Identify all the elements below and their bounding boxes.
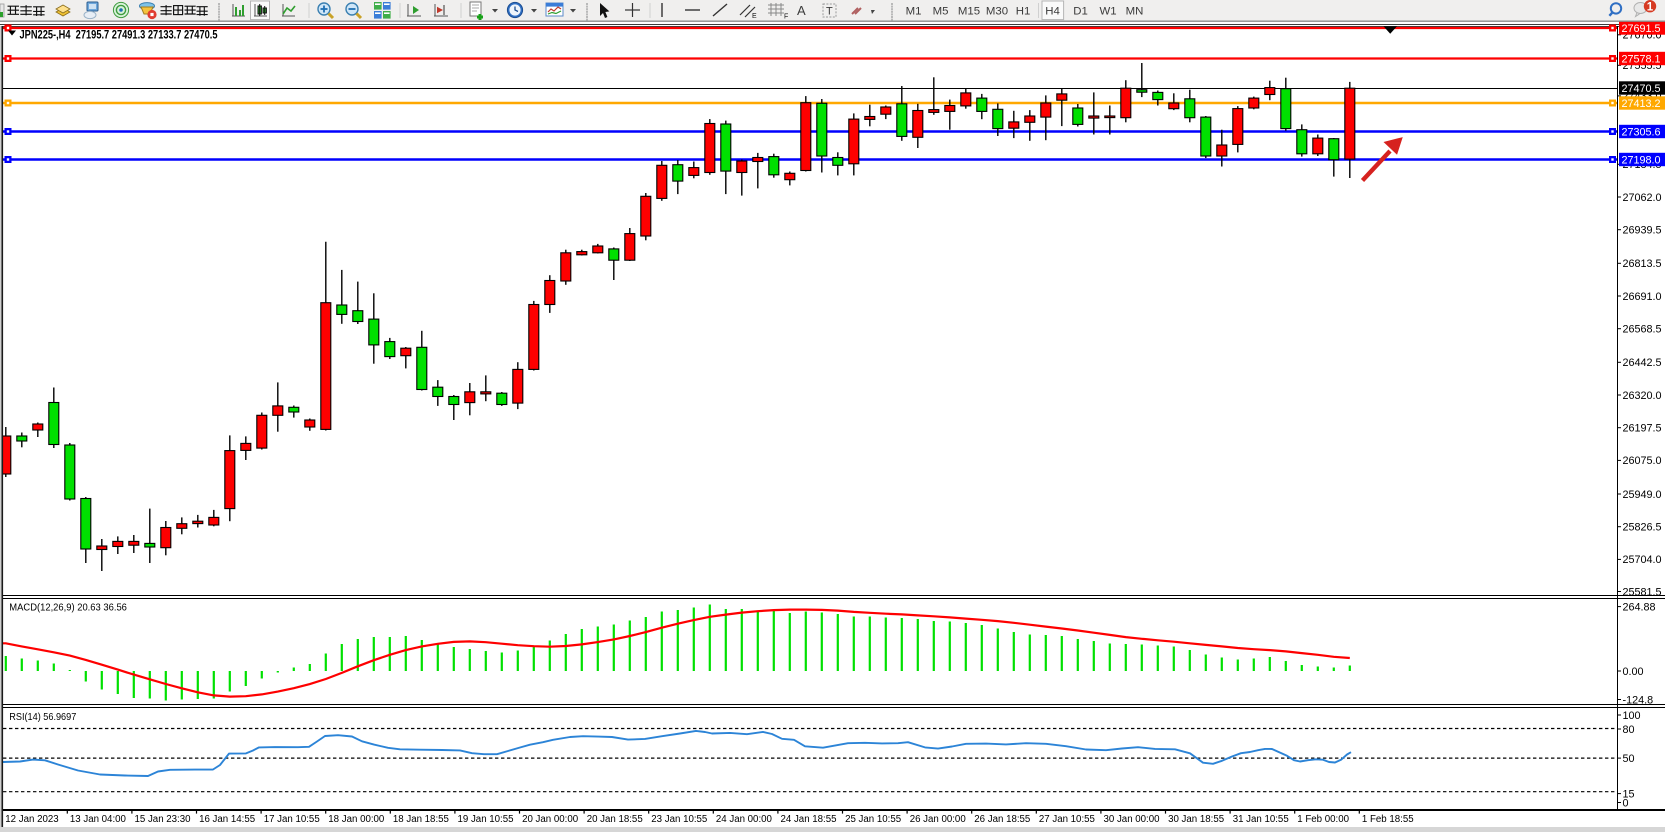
svg-text:24 Jan 00:00: 24 Jan 00:00	[716, 814, 773, 825]
svg-text:27198.0: 27198.0	[1622, 154, 1661, 166]
svg-text:31 Jan 10:55: 31 Jan 10:55	[1233, 814, 1289, 825]
svg-text:0.00: 0.00	[1623, 666, 1644, 678]
svg-text:MACD(12,26,9) 20.63 36.56: MACD(12,26,9) 20.63 36.56	[9, 602, 127, 614]
svg-text:27413.2: 27413.2	[1622, 98, 1661, 110]
svg-text:27578.1: 27578.1	[1622, 53, 1661, 65]
svg-text:18 Jan 18:55: 18 Jan 18:55	[393, 814, 449, 825]
svg-text:26691.0: 26691.0	[1623, 291, 1662, 303]
svg-text:264.88: 264.88	[1623, 601, 1656, 613]
svg-text:E: E	[752, 13, 757, 20]
svg-text:1 Feb 18:55: 1 Feb 18:55	[1362, 814, 1414, 825]
svg-text:20 Jan 00:00: 20 Jan 00:00	[522, 814, 579, 825]
svg-text:100: 100	[1623, 710, 1641, 722]
svg-text:24 Jan 18:55: 24 Jan 18:55	[781, 814, 837, 825]
svg-text:27305.6: 27305.6	[1622, 126, 1661, 138]
svg-text:15: 15	[1623, 788, 1635, 800]
svg-text:W1: W1	[1099, 6, 1116, 18]
svg-text:26939.5: 26939.5	[1623, 225, 1662, 237]
svg-text:26075.0: 26075.0	[1623, 455, 1662, 467]
svg-text:26320.0: 26320.0	[1623, 390, 1662, 402]
svg-text:17 Jan 10:55: 17 Jan 10:55	[264, 814, 320, 825]
svg-text:M15: M15	[958, 6, 980, 18]
svg-text:D1: D1	[1073, 6, 1088, 18]
svg-text:30 Jan 18:55: 30 Jan 18:55	[1168, 814, 1224, 825]
svg-text:16 Jan 14:55: 16 Jan 14:55	[199, 814, 255, 825]
svg-text:H4: H4	[1045, 6, 1060, 18]
svg-text:20 Jan 18:55: 20 Jan 18:55	[587, 814, 643, 825]
svg-text:12 Jan 2023: 12 Jan 2023	[5, 814, 58, 825]
svg-text:M30: M30	[986, 6, 1008, 18]
svg-text:25826.5: 25826.5	[1623, 522, 1662, 534]
svg-text:25581.5: 25581.5	[1623, 586, 1662, 598]
svg-text:30 Jan 00:00: 30 Jan 00:00	[1104, 814, 1161, 825]
svg-text:15 Jan 23:30: 15 Jan 23:30	[135, 814, 192, 825]
svg-text:27691.5: 27691.5	[1622, 23, 1661, 35]
svg-text:MN: MN	[1126, 6, 1144, 18]
svg-text:1: 1	[1647, 1, 1654, 13]
svg-text:50: 50	[1623, 753, 1635, 765]
svg-text:M1: M1	[906, 6, 922, 18]
svg-text:26568.5: 26568.5	[1623, 324, 1662, 336]
svg-text:26 Jan 18:55: 26 Jan 18:55	[974, 814, 1030, 825]
svg-text:0: 0	[1623, 797, 1629, 809]
svg-text:26 Jan 00:00: 26 Jan 00:00	[910, 814, 967, 825]
svg-text:19 Jan 10:55: 19 Jan 10:55	[458, 814, 514, 825]
svg-text:18 Jan 00:00: 18 Jan 00:00	[328, 814, 385, 825]
svg-text:27062.0: 27062.0	[1623, 192, 1662, 204]
svg-text:25949.0: 25949.0	[1623, 489, 1662, 501]
svg-text:-124.8: -124.8	[1623, 694, 1654, 706]
svg-text:27 Jan 10:55: 27 Jan 10:55	[1039, 814, 1095, 825]
svg-text:H1: H1	[1016, 6, 1031, 18]
svg-text:26442.5: 26442.5	[1623, 357, 1662, 369]
svg-text:25704.0: 25704.0	[1623, 554, 1662, 566]
svg-text:26813.5: 26813.5	[1623, 258, 1662, 270]
svg-text:M5: M5	[933, 6, 949, 18]
svg-text:80: 80	[1623, 724, 1635, 736]
svg-text:25 Jan 10:55: 25 Jan 10:55	[845, 814, 901, 825]
svg-text:26197.5: 26197.5	[1623, 423, 1662, 435]
svg-text:A: A	[797, 3, 806, 18]
svg-text:13 Jan 04:00: 13 Jan 04:00	[70, 814, 127, 825]
svg-text:1 Feb 00:00: 1 Feb 00:00	[1297, 814, 1349, 825]
svg-text:T: T	[826, 6, 833, 18]
svg-text:23 Jan 10:55: 23 Jan 10:55	[651, 814, 707, 825]
svg-text:27470.5: 27470.5	[1622, 83, 1661, 95]
svg-text:JPN225-,H4 27195.7 27491.3 27: JPN225-,H4 27195.7 27491.3 27133.7 27470…	[20, 27, 218, 41]
svg-text:F: F	[784, 14, 788, 21]
svg-text:RSI(14) 56.9697: RSI(14) 56.9697	[9, 711, 76, 723]
